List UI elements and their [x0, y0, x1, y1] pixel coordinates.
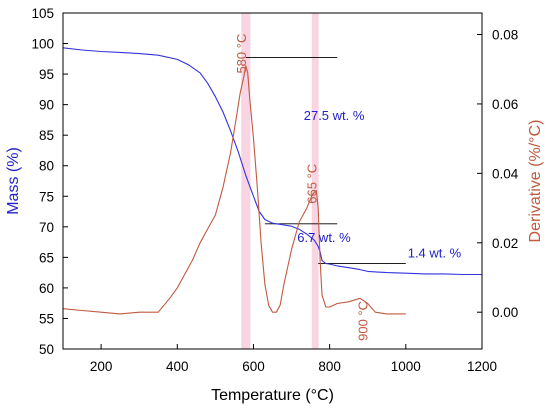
y-left-axis-ticks: 50 55 60 65 70 75 80 85 90 95 100 105	[31, 6, 68, 357]
x-tick-label-2: 600	[242, 359, 265, 374]
y-left-tick-label-5: 75	[39, 189, 54, 204]
peak-band-1	[311, 13, 319, 349]
x-axis-ticks: 200 400 600 800 1000 1200	[90, 344, 497, 374]
y-left-tick-label-8: 90	[39, 98, 54, 113]
y-left-tick-label-4: 70	[39, 220, 54, 235]
y-left-tick-label-10: 100	[31, 37, 54, 52]
x-tick-label-0: 200	[90, 359, 113, 374]
y-right-tick-label-1: 0.02	[492, 236, 518, 251]
y-right-axis-label: Derivative (%/°C)	[527, 120, 544, 243]
y-left-tick-label-11: 105	[31, 6, 54, 21]
annotations: 580 °C 665 °C 900 °C 27.5 wt. % 6.7 wt. % 1.4…	[234, 34, 462, 341]
plot-frame	[62, 12, 483, 350]
annotation-5: 1.4 wt. %	[408, 245, 462, 260]
y-right-tick-label-3: 0.06	[492, 97, 518, 112]
y-left-tick-label-6: 80	[39, 159, 54, 174]
y-left-axis-label: Mass (%)	[5, 147, 22, 215]
derivative-curve	[62, 65, 406, 315]
y-right-tick-label-2: 0.04	[492, 166, 519, 181]
annotation-4: 6.7 wt. %	[297, 230, 351, 245]
x-axis-label: Temperature (°C)	[211, 387, 334, 404]
y-left-tick-label-2: 60	[39, 281, 54, 296]
y-right-axis-ticks: 0.00 0.02 0.04 0.06 0.08	[477, 28, 519, 320]
annotation-3: 27.5 wt. %	[304, 108, 365, 123]
annotation-2: 900 °C	[356, 301, 371, 341]
y-left-tick-label-1: 55	[39, 311, 54, 326]
x-tick-label-5: 1200	[467, 359, 497, 374]
x-tick-label-4: 1000	[391, 359, 421, 374]
series-group	[62, 47, 482, 315]
y-right-tick-label-4: 0.08	[492, 28, 518, 43]
y-left-tick-label-0: 50	[39, 342, 54, 357]
peak-band-0	[241, 13, 251, 349]
peak-bands	[241, 13, 319, 349]
y-left-tick-label-3: 65	[39, 250, 54, 265]
mass-curve	[62, 47, 482, 276]
y-left-tick-label-7: 85	[39, 128, 54, 143]
x-tick-label-3: 800	[318, 359, 341, 374]
y-left-tick-label-9: 95	[39, 67, 54, 82]
x-tick-label-1: 400	[166, 359, 189, 374]
annotation-0: 580 °C	[234, 34, 249, 74]
annotation-1: 665 °C	[304, 164, 319, 204]
y-right-tick-label-0: 0.00	[492, 305, 518, 320]
